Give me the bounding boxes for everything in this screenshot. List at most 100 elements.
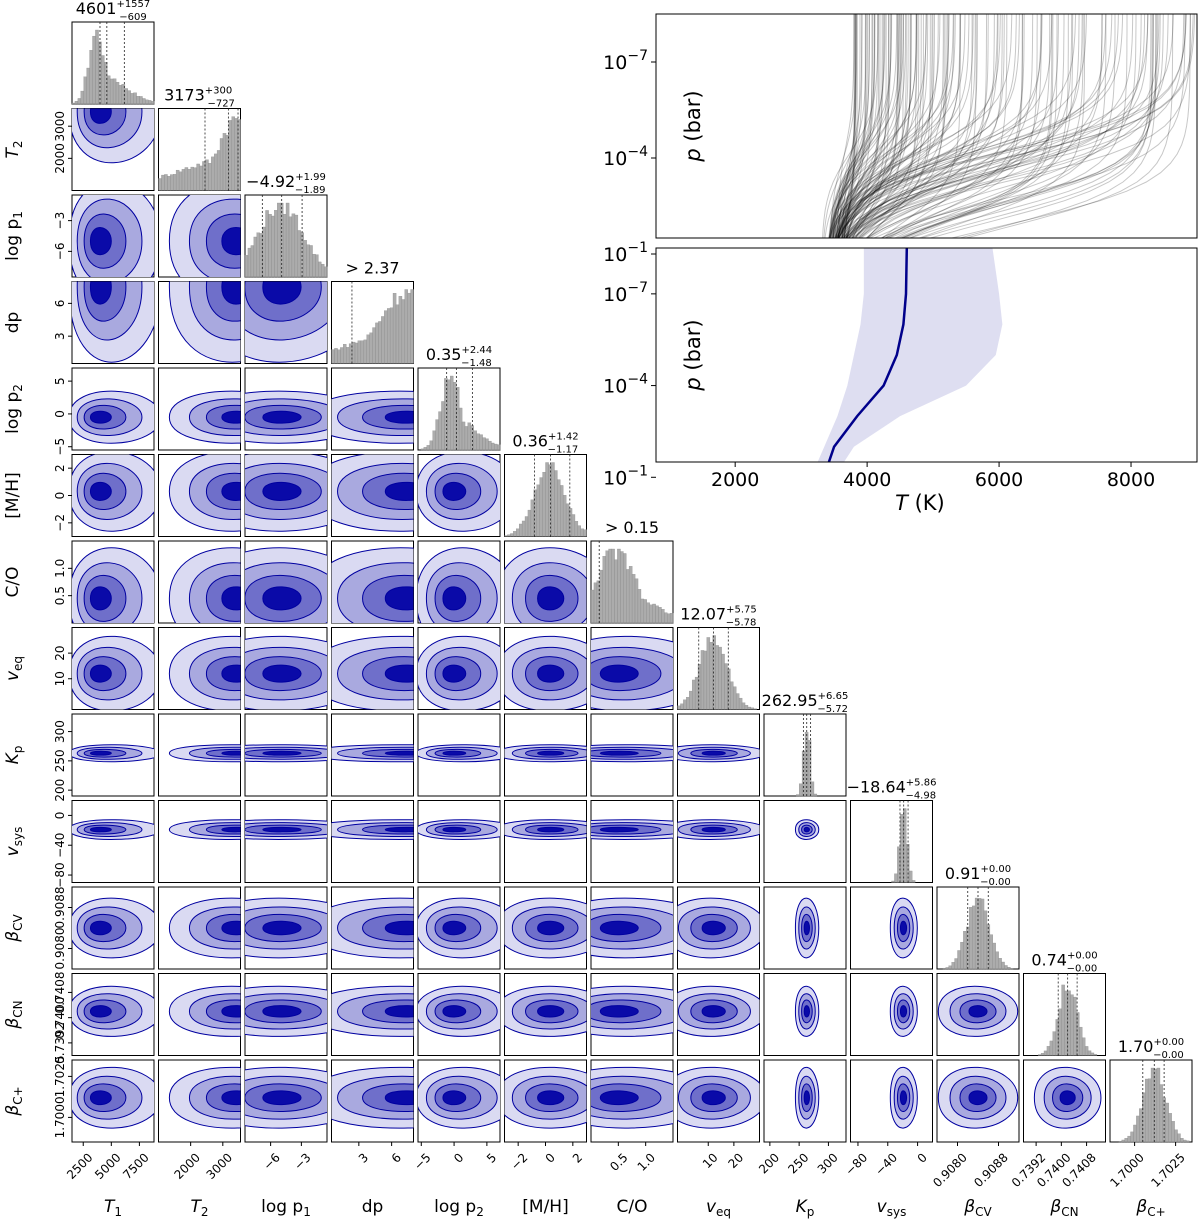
sample-profile: [854, 14, 1142, 238]
contour-9-2: [244, 800, 328, 883]
sample-profile: [838, 14, 907, 238]
histogram-bar: [634, 578, 639, 624]
contour-level-4: [442, 826, 467, 833]
tp-median-x-axis-label: T (K): [895, 491, 945, 515]
sample-profile: [843, 14, 863, 238]
histogram-bar: [1124, 1138, 1128, 1143]
histogram-bar: [127, 90, 131, 105]
contour-level-4: [537, 664, 565, 683]
histogram-bar: [1183, 1139, 1187, 1143]
contour-11-0: [71, 973, 155, 1056]
contour-levels: [245, 1066, 327, 1129]
histogram-bar: [150, 101, 155, 105]
sample-profile: [845, 14, 1034, 238]
histogram-bar: [476, 433, 480, 451]
histogram-bar: [112, 78, 117, 105]
histogram-bar: [219, 138, 224, 191]
histogram-title: 262.95+6.65 −5.72: [762, 691, 849, 715]
sample-profile: [881, 14, 961, 238]
contour-frame: [504, 800, 587, 883]
histogram-bar: [599, 569, 604, 624]
histogram-bar: [697, 664, 702, 710]
sample-profile: [885, 14, 1158, 238]
contour-level-4: [384, 481, 414, 501]
y-axis-5: −2 0 2 [M/H]: [3, 464, 72, 532]
contour-11-7: [677, 973, 760, 1056]
contour-levels: [418, 819, 500, 840]
x-tick-label: 1.0: [635, 1150, 658, 1173]
contour-level-4: [221, 281, 241, 305]
contour-levels: [889, 985, 918, 1037]
contour-levels: [591, 744, 673, 763]
contour-8-1: [158, 713, 241, 797]
histogram-bar: [386, 308, 391, 364]
y-axis-6: 0.5 1.0 C/O: [3, 559, 72, 605]
contour-12-8: [763, 1059, 847, 1143]
contour-level-4: [221, 664, 241, 683]
contour-frame: [677, 800, 760, 883]
contour-12-10: [936, 1059, 1020, 1143]
contour-level-4: [89, 1005, 112, 1018]
contour-level-4: [899, 920, 908, 936]
contour-level-4: [442, 586, 467, 611]
histogram-title: > 0.15: [605, 518, 659, 537]
x-axis-label: [M/H]: [522, 1197, 568, 1217]
histogram-bar: [727, 668, 731, 710]
contour-levels: [245, 897, 327, 959]
histogram-bar: [1043, 1050, 1048, 1056]
histogram-bar: [395, 304, 400, 364]
histogram-bar: [340, 347, 344, 364]
x-axis-label: veq: [706, 1197, 731, 1219]
x-tick-label: 10: [700, 1150, 721, 1171]
histogram-bar: [643, 599, 647, 624]
histogram-bar: [354, 342, 359, 364]
histogram-bar: [237, 119, 241, 191]
y-axis-label: C/O: [3, 567, 23, 598]
sample-profile: [865, 14, 1023, 238]
sample-profile: [888, 14, 1154, 238]
histogram-bar: [1150, 1067, 1155, 1143]
histogram-bar: [401, 299, 406, 364]
histogram-bar: [253, 236, 258, 278]
histogram-bar: [1058, 1008, 1062, 1056]
histogram-bar: [530, 499, 535, 537]
histogram-bar: [995, 951, 999, 970]
y-tick-label: 0.9080: [53, 928, 67, 970]
contour-frame: [763, 800, 847, 883]
histogram-bar: [184, 167, 189, 191]
histogram-bar: [312, 253, 316, 278]
sample-profile: [837, 14, 891, 238]
histogram-bar: [170, 174, 174, 191]
sample-profile: [847, 14, 1059, 238]
x-axis-label: log p2: [434, 1197, 484, 1219]
sample-profile: [852, 14, 911, 238]
x-axis-label: βCV: [963, 1197, 992, 1219]
sample-profile: [830, 14, 1119, 238]
contour-5-1: [158, 454, 241, 537]
contour-levels: [418, 985, 500, 1037]
histogram-bar: [945, 967, 950, 970]
histogram-bar: [574, 521, 579, 537]
tp-samples-y-tick-label: 10−1: [603, 240, 648, 266]
histogram-bar: [559, 485, 564, 537]
contour-12-9: [850, 1059, 933, 1143]
sample-profile: [829, 14, 950, 238]
contour-9-6: [590, 800, 674, 883]
contour-levels: [504, 819, 587, 840]
contour-level-4: [262, 481, 302, 501]
histogram-bar: [234, 118, 238, 191]
y-tick-label: 0: [53, 812, 67, 820]
histogram-bar: [658, 607, 662, 624]
histogram-bar: [318, 261, 322, 278]
contour-levels: [889, 897, 918, 959]
histogram-bar: [524, 516, 529, 537]
histogram-bar: [92, 35, 96, 105]
contour-level-4: [599, 664, 639, 683]
x-tick-label: 2000: [171, 1150, 202, 1181]
contour-level-4: [262, 586, 302, 611]
sample-profile: [835, 14, 858, 238]
contour-levels: [245, 281, 327, 363]
sample-profile: [840, 14, 890, 238]
contour-level-4: [89, 750, 112, 756]
